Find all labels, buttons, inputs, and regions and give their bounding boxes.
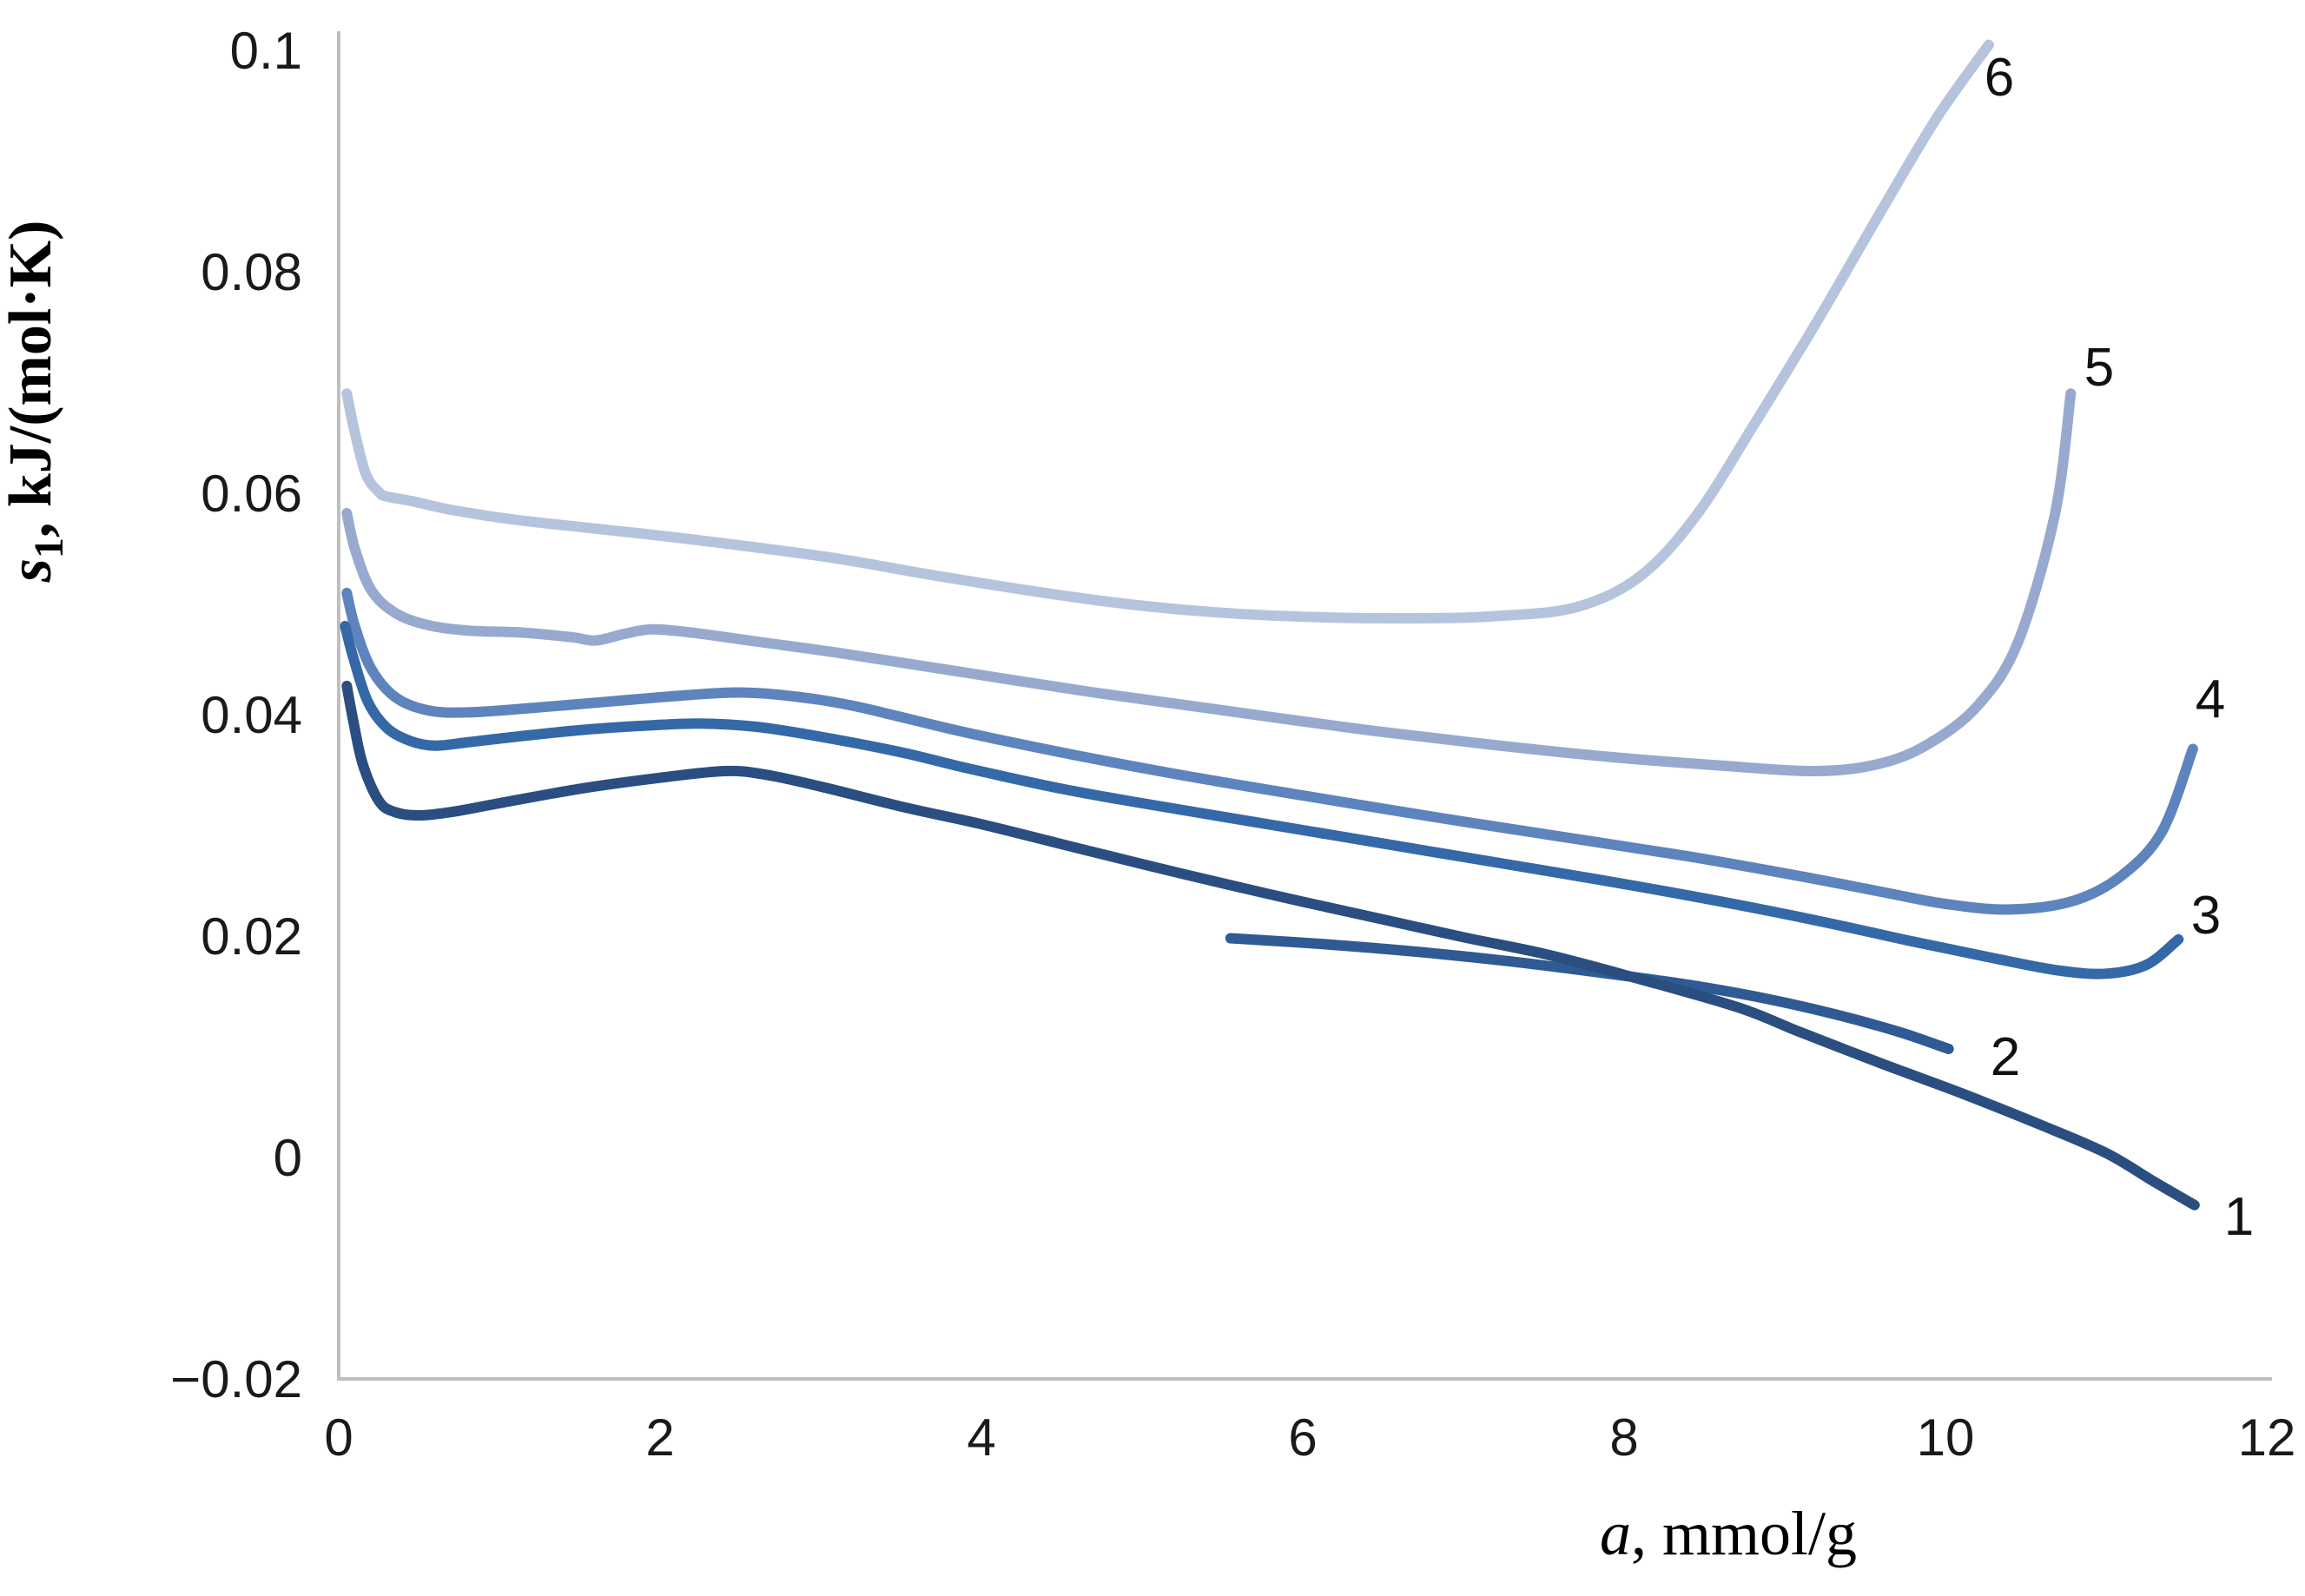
series-3-label: 3	[2191, 886, 2221, 946]
y-tick-label: −0.02	[170, 1350, 302, 1408]
x-tick-label: 6	[1288, 1408, 1317, 1467]
y-tick-label: 0	[274, 1129, 302, 1187]
x-tick-label: 4	[967, 1408, 995, 1467]
y-axis-title: s1, kJ/(mol·K)	[0, 221, 72, 584]
y-tick-labels: 0.1 0.08 0.06 0.04 0.02 0 −0.02	[170, 22, 302, 1408]
x-tick-label: 8	[1609, 1408, 1638, 1467]
x-tick-label: 10	[1917, 1408, 1975, 1467]
series-5-label: 5	[2084, 338, 2114, 398]
series-4-label: 4	[2196, 669, 2225, 729]
y-tick-label: 0.1	[230, 22, 302, 80]
series-end-labels: 6 5 4 3 2 1	[1985, 48, 2254, 1247]
x-tick-label: 12	[2238, 1408, 2296, 1467]
y-axis-subscript: 1	[26, 537, 72, 558]
y-tick-label: 0.06	[201, 465, 302, 523]
y-axis-units: , kJ/(mol·K)	[0, 221, 64, 538]
series-curves	[340, 39, 2200, 1210]
axis-lines	[337, 31, 2272, 1381]
y-tick-label: 0.02	[201, 907, 302, 966]
series-1-label: 1	[2224, 1187, 2254, 1247]
x-tick-label: 0	[324, 1408, 353, 1467]
x-axis-title: a, mmol/g	[1600, 1499, 1857, 1568]
x-axis-symbol: a	[1600, 1499, 1631, 1568]
series-4-line	[341, 587, 2198, 915]
axes	[337, 31, 2272, 1381]
series-6-line	[341, 39, 1994, 624]
y-tick-label: 0.04	[201, 686, 302, 744]
x-tick-label: 2	[645, 1408, 674, 1467]
y-axis-symbol: s	[0, 558, 64, 583]
x-tick-labels: 0 2 4 6 8 10 12	[324, 1408, 2295, 1467]
series-2-label: 2	[1991, 1027, 2020, 1087]
y-tick-label: 0.08	[201, 243, 302, 301]
series-3-line	[340, 621, 2184, 979]
series-5-line	[341, 388, 2077, 777]
series-6-label: 6	[1985, 48, 2014, 108]
series-2-line	[1225, 933, 1954, 1054]
x-axis-units: , mmol/g	[1631, 1499, 1857, 1568]
series-1-line	[341, 680, 2200, 1210]
